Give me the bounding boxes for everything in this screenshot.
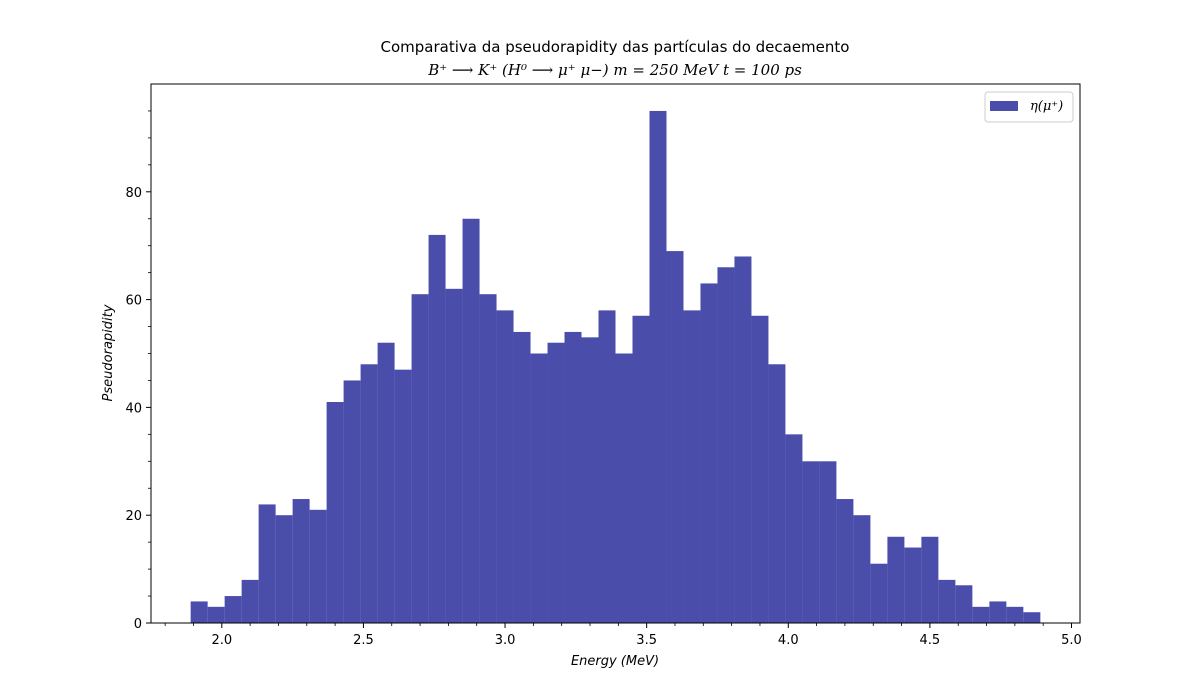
legend-frame [984,91,1074,123]
histogram-bar [258,504,276,623]
histogram-bar [275,515,293,623]
x-axis-ticks: 2.0 2.5 3.0 3.5 4.0 4.5 5.0 [164,623,1082,648]
histogram-bar [445,288,463,623]
histogram-bar [887,536,905,623]
histogram-bar [938,579,956,623]
histogram-bar [241,579,259,623]
y-tick-label: 60 [125,294,142,309]
histogram-bar [547,342,565,623]
x-tick-label: 3.0 [495,633,516,648]
histogram-bar [972,606,990,623]
histogram-bar [377,342,395,623]
histogram-bar [479,294,497,623]
histogram-bar [683,310,701,623]
histogram-bar [309,509,327,623]
histogram-bar [360,364,378,623]
x-tick-label: 4.0 [778,633,799,648]
histogram-bar [207,606,225,623]
legend-swatch [990,101,1018,111]
histogram-bar [751,315,769,623]
y-tick-label: 40 [125,401,142,416]
plot-frame [150,83,1081,624]
histogram-bar [700,283,718,623]
histogram-bar [224,596,242,623]
histogram-bar [615,353,633,623]
histogram-bar [394,369,412,623]
histogram-bar [632,315,650,623]
histogram-bar [649,110,667,623]
y-axis-label: Pseudorapidity [101,304,116,401]
histogram-bar [1006,606,1024,623]
histogram-bar [292,499,310,623]
histogram-bar [717,267,735,623]
histogram-bar [666,251,684,623]
histogram-bar [428,234,446,624]
chart-title: Comparativa da pseudorapidity das partíc… [381,38,850,56]
histogram-bar [564,331,582,623]
y-tick-label: 0 [134,617,142,632]
y-tick-label: 20 [125,509,142,524]
chart-subtitle: B⁺ ⟶ K⁺ (H⁰ ⟶ μ⁺ μ−) m = 250 MeV t = 100… [427,61,802,79]
histogram-bar [870,563,888,623]
histogram-bar [989,601,1007,623]
histogram-bar [785,434,803,623]
histogram-bar [462,218,480,623]
histogram-bar [513,331,531,623]
x-tick-label: 2.0 [211,633,232,648]
histogram-bar [921,536,939,623]
x-axis-label: Energy (MeV) [571,654,659,669]
histogram-bar [411,294,429,623]
histogram-bar [530,353,548,623]
histogram-bar [836,499,854,623]
histogram-bar [581,337,599,623]
histogram-bar [734,256,752,623]
bars-group [190,110,1041,624]
histogram-bar [802,461,820,623]
histogram-bar [496,310,514,623]
legend: η(μ⁺) [984,91,1074,123]
legend-label: η(μ⁺) [1030,99,1063,114]
x-tick-label: 3.5 [636,633,657,648]
histogram-bar [853,515,871,623]
histogram-bar [904,547,922,623]
histogram-bar [768,364,786,623]
x-tick-label: 5.0 [1061,633,1082,648]
histogram-bar [819,461,837,623]
histogram-bar [1023,612,1041,623]
histogram-bar [598,310,616,623]
histogram-bar [955,585,973,623]
histogram-bar [326,402,344,623]
x-tick-label: 4.5 [920,633,941,648]
x-tick-label: 2.5 [353,633,374,648]
histogram-bar [343,380,361,623]
y-tick-label: 80 [125,186,142,201]
y-axis-ticks: 0 20 40 60 80 [125,110,151,632]
histogram-bar [190,601,208,623]
